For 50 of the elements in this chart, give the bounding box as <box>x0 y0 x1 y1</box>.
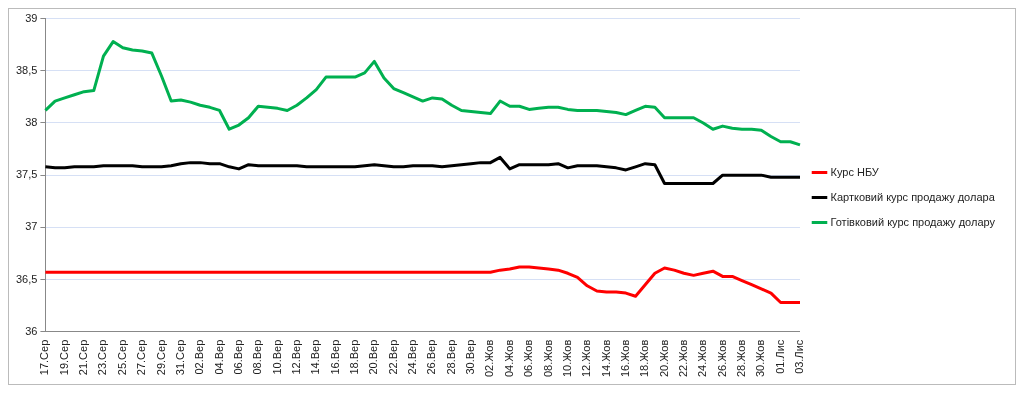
x-tick-label: 28.Вер <box>444 339 457 375</box>
x-tick-label: 10.Вер <box>270 339 283 375</box>
x-tick-label: 03.Лис <box>793 339 806 374</box>
x-tick-label: 25.Сер <box>115 339 128 376</box>
x-tick-label: 23.Сер <box>96 339 109 376</box>
y-tick-label: 37 <box>25 220 38 233</box>
x-tick-label: 12.Вер <box>289 339 302 375</box>
x-tick-label: 31.Сер <box>173 339 186 376</box>
y-tick-label: 36 <box>25 324 38 337</box>
legend-label: Картковий курс продажу долара <box>830 190 996 203</box>
x-tick-label: 28.Жов <box>734 339 747 378</box>
x-tick-label: 16.Вер <box>328 339 341 375</box>
x-tick-label: 14.Жов <box>599 339 612 378</box>
x-tick-label: 04.Вер <box>212 339 225 375</box>
x-tick-label: 21.Сер <box>77 339 90 376</box>
x-tick-label: 06.Вер <box>231 339 244 375</box>
y-tick-label: 38 <box>25 116 38 128</box>
x-tick-label: 08.Вер <box>251 339 264 375</box>
x-tick-label: 26.Жов <box>715 339 728 378</box>
y-tick-label: 36,5 <box>15 272 38 285</box>
x-tick-label: 20.Вер <box>367 339 380 375</box>
x-tick-label: 17.Сер <box>38 339 51 376</box>
x-tick-label: 06.Жов <box>522 339 535 378</box>
x-tick-label: 02.Жов <box>483 339 496 378</box>
x-tick-label: 02.Вер <box>193 339 206 375</box>
x-tick-label: 24.Вер <box>406 339 419 375</box>
x-tick-label: 24.Жов <box>696 339 709 378</box>
y-tick-label: 39 <box>25 11 38 24</box>
x-tick-label: 12.Жов <box>580 339 593 378</box>
x-tick-label: 26.Вер <box>425 339 438 375</box>
x-tick-label: 10.Жов <box>560 339 573 378</box>
x-tick-label: 19.Сер <box>57 339 70 376</box>
x-tick-label: 08.Жов <box>541 339 554 378</box>
x-tick-label: 22.Вер <box>386 339 399 375</box>
y-tick-label: 37,5 <box>15 168 38 181</box>
x-tick-label: 27.Сер <box>135 339 148 376</box>
x-tick-label: 30.Вер <box>464 339 477 375</box>
x-tick-label: 04.Жов <box>502 339 515 378</box>
x-tick-label: 30.Жов <box>754 339 767 378</box>
x-tick-label: 18.Жов <box>638 339 651 378</box>
legend-label: Готівковий курс продажу долару <box>830 215 996 228</box>
legend-label: Курс НБУ <box>830 165 880 178</box>
x-tick-label: 20.Жов <box>657 339 670 378</box>
y-tick-label: 38,5 <box>15 63 38 76</box>
x-tick-label: 14.Вер <box>309 339 322 375</box>
x-tick-label: 22.Жов <box>676 339 689 378</box>
x-tick-label: 29.Сер <box>154 339 167 376</box>
x-tick-label: 16.Жов <box>618 339 631 378</box>
x-tick-label: 01.Лис <box>773 339 786 374</box>
x-tick-label: 18.Вер <box>348 339 361 375</box>
